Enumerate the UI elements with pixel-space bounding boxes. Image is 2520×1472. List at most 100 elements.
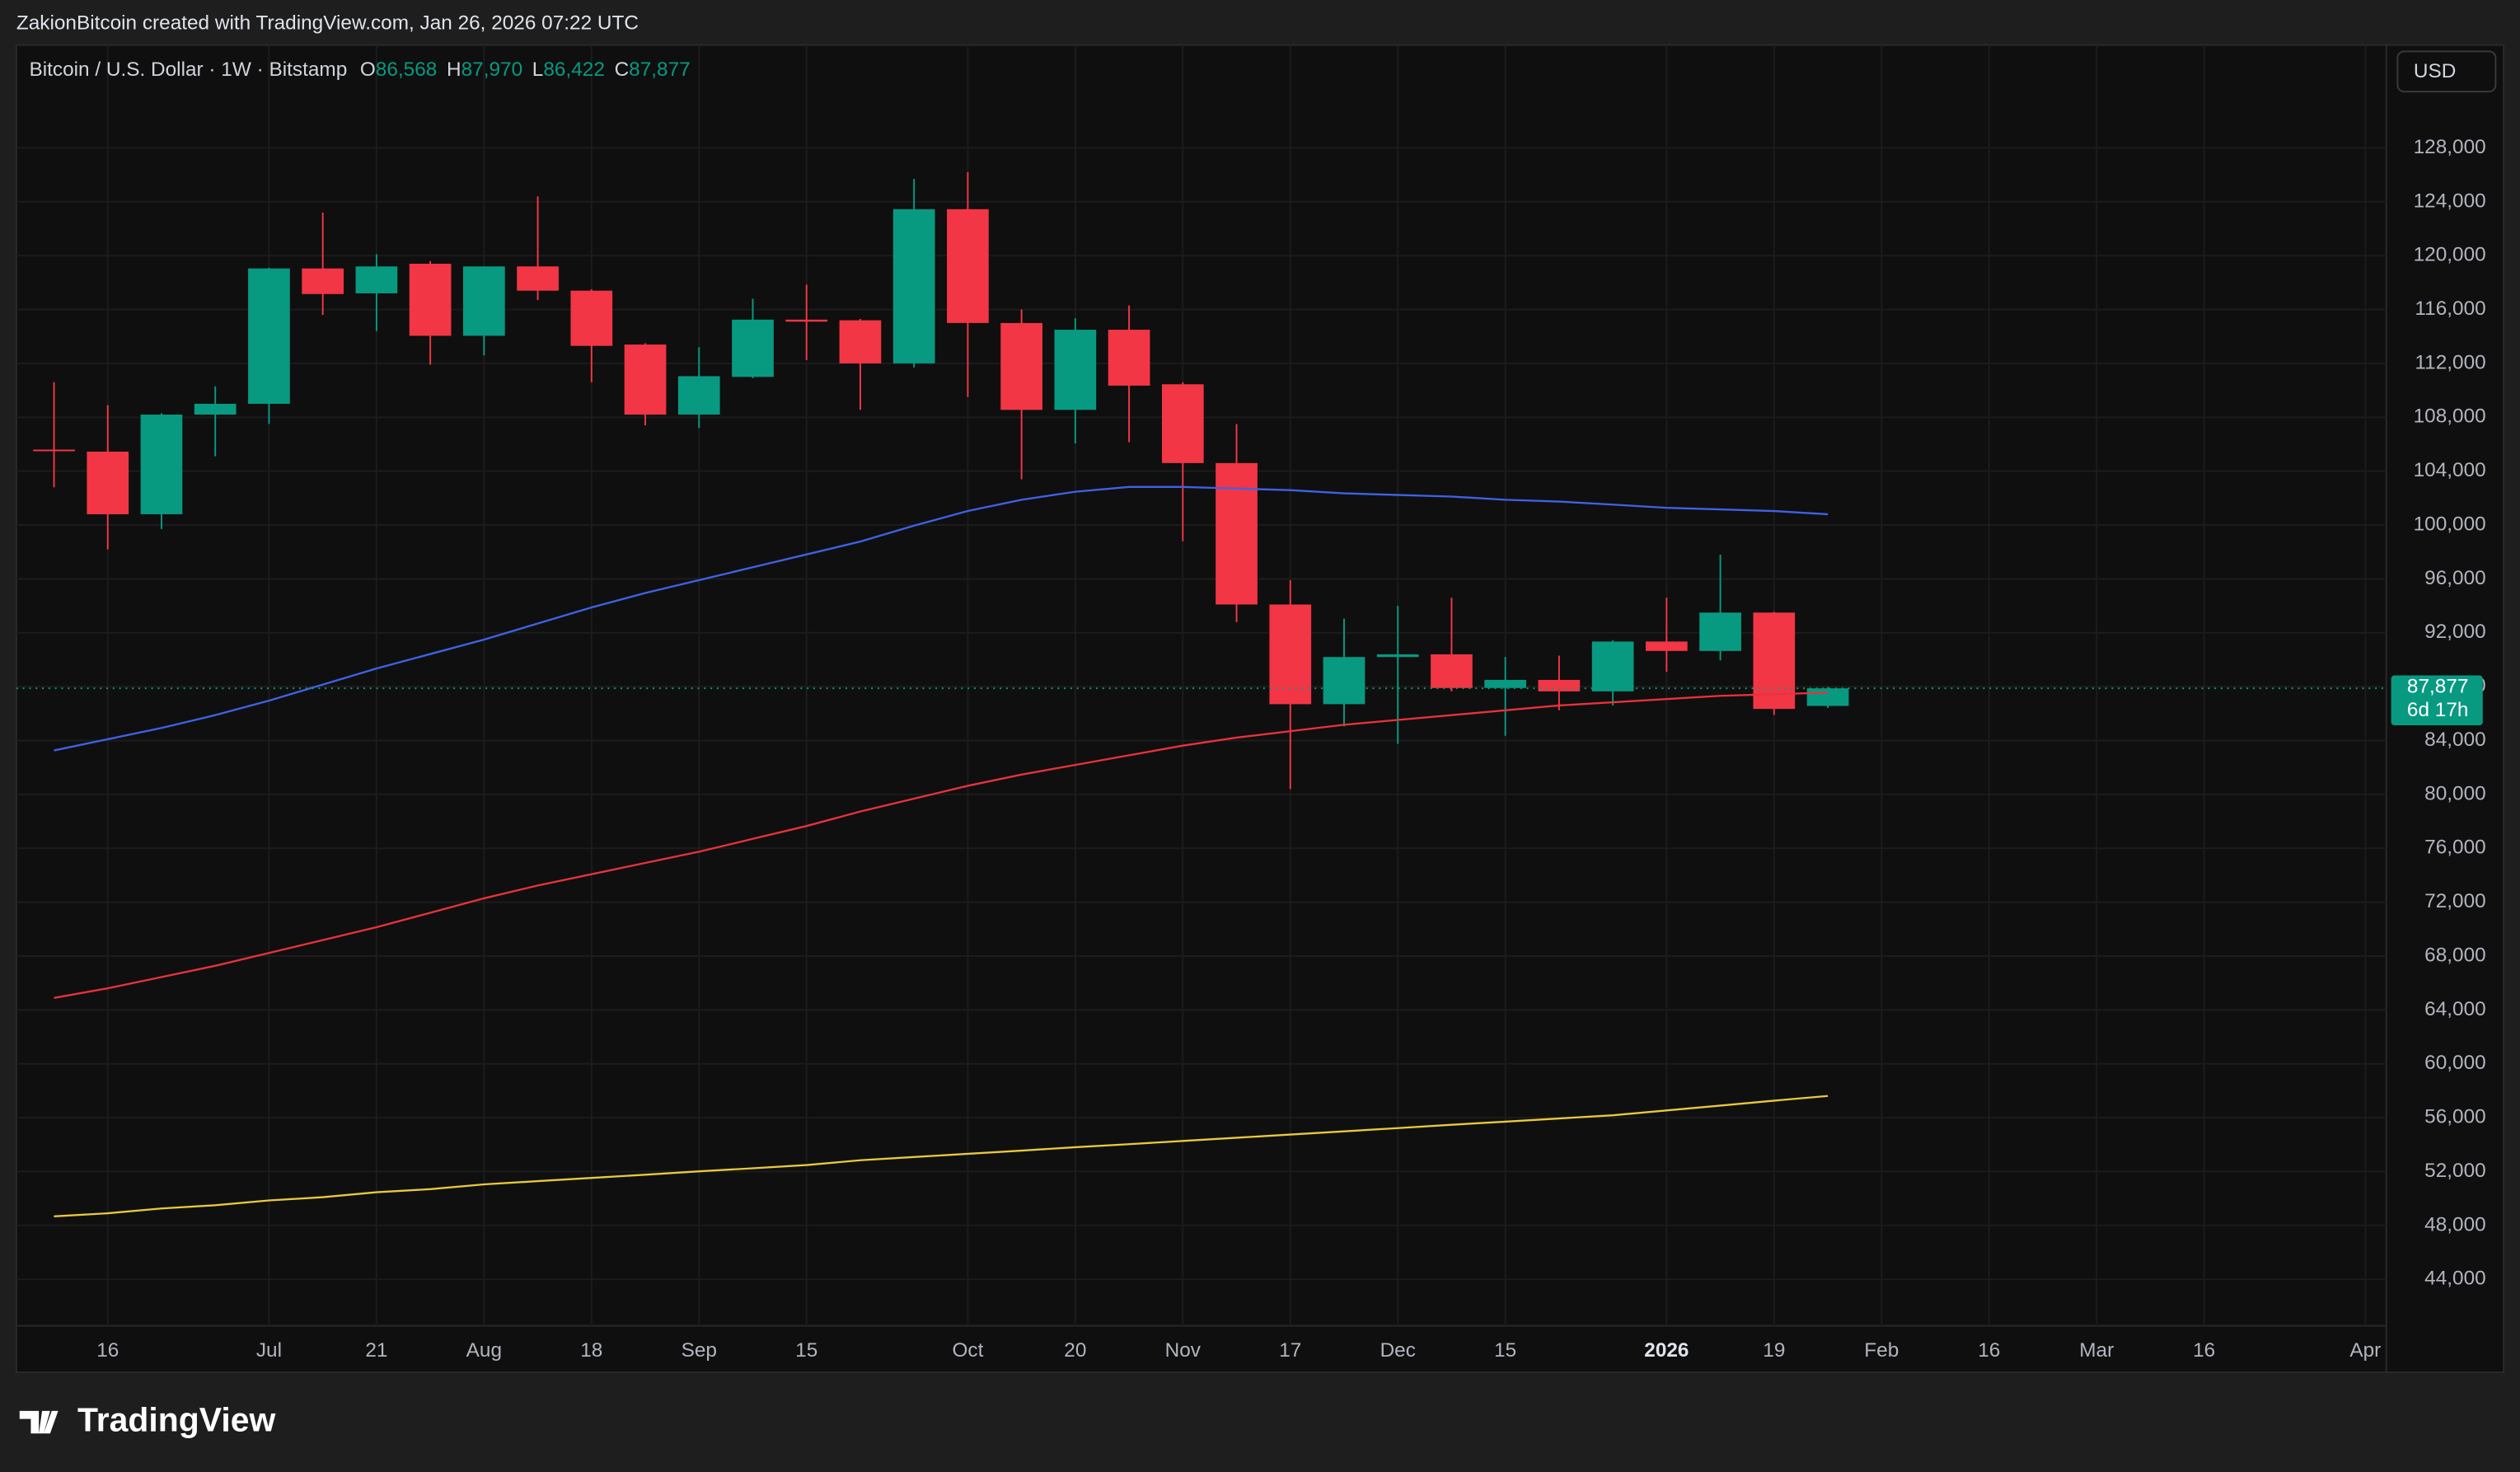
y-tick-label: 52,000 — [2424, 1160, 2486, 1182]
x-tick-label: Sep — [682, 1339, 717, 1362]
candle-body — [517, 266, 559, 291]
x-tick-label: 16 — [96, 1339, 119, 1362]
x-tick-label: Mar — [2079, 1339, 2114, 1362]
y-tick-label: 96,000 — [2424, 567, 2486, 589]
x-tick-label: 19 — [1763, 1339, 1785, 1362]
brand-name: TradingView — [77, 1400, 276, 1438]
countdown: 6d 17h — [2407, 699, 2469, 721]
y-tick-label: 76,000 — [2424, 837, 2486, 859]
candle-body — [1538, 679, 1581, 691]
x-tick-label: 20 — [1064, 1339, 1086, 1362]
grid: 44,000 48,000 52,000 56,000 60,000 64,000 68,0… — [16, 45, 2486, 1362]
ohlc-value: 87,970 — [461, 59, 523, 81]
ohlc-key: O — [360, 59, 376, 81]
x-tick-label: Feb — [1864, 1339, 1899, 1362]
moving-average-line — [54, 485, 1829, 752]
y-tick-label: 124,000 — [2414, 190, 2486, 212]
y-tick-label: 104,000 — [2414, 459, 2486, 481]
candle-body — [785, 319, 828, 322]
candle-body — [1269, 604, 1312, 705]
ohlc-key: H — [447, 59, 461, 81]
y-tick-label: 116,000 — [2415, 298, 2485, 320]
moving-average-line — [54, 691, 1829, 999]
candle-body — [463, 266, 505, 336]
credit: ZakionBitcoin created with TradingView.c… — [16, 12, 639, 35]
candle-body — [87, 451, 129, 514]
candle-body — [1054, 330, 1097, 410]
candle-body — [1484, 679, 1527, 688]
y-tick-label: 80,000 — [2424, 782, 2486, 804]
candle-body — [355, 266, 398, 293]
candle-body — [1591, 641, 1634, 691]
x-tick-label: 2026 — [1644, 1339, 1689, 1362]
y-tick-label: 112,000 — [2415, 351, 2485, 373]
y-tick-label: 100,000 — [2414, 513, 2486, 535]
ohlc-value: 86,422 — [543, 59, 605, 81]
candle-body — [570, 290, 613, 346]
candle-body — [1323, 657, 1365, 705]
ohlc-key: L — [532, 59, 544, 81]
x-tick-label: 15 — [795, 1339, 817, 1362]
y-tick-label: 44,000 — [2424, 1268, 2486, 1290]
y-tick-label: 128,000 — [2414, 136, 2486, 158]
candle-body — [947, 209, 989, 323]
candle-body — [302, 268, 344, 294]
y-tick-label: 48,000 — [2424, 1213, 2486, 1235]
candle-body — [1646, 641, 1688, 651]
candle-body — [1699, 612, 1741, 651]
candle-body — [1108, 330, 1150, 386]
candle-body — [1806, 688, 1849, 706]
y-tick-label: 64,000 — [2424, 998, 2486, 1020]
x-tick-label: Apr — [2349, 1339, 2381, 1362]
candle-body — [1216, 462, 1258, 605]
logo-icon — [19, 1410, 59, 1434]
x-tick-label: 15 — [1494, 1339, 1516, 1362]
x-tick-label: 16 — [1978, 1339, 2000, 1362]
candle-body — [839, 320, 882, 363]
ohlc-legend: Bitcoin / U.S. Dollar · 1W · Bitstamp O86… — [29, 59, 690, 81]
candle-body — [677, 376, 720, 415]
x-tick-label: Nov — [1165, 1339, 1201, 1362]
candle-body — [1161, 384, 1204, 463]
y-tick-label: 60,000 — [2424, 1052, 2486, 1074]
candle-body — [33, 449, 75, 452]
y-tick-label: 56,000 — [2424, 1106, 2486, 1128]
x-tick-label: Dec — [1380, 1339, 1416, 1362]
ohlc-value: 86,568 — [376, 59, 438, 81]
brand-logo: TradingView — [19, 1400, 276, 1438]
x-tick-label: 17 — [1279, 1339, 1301, 1362]
y-tick-label: 84,000 — [2424, 729, 2486, 751]
candle-body — [1376, 654, 1419, 658]
x-tick-label: Jul — [256, 1339, 282, 1362]
y-tick-label: 92,000 — [2424, 621, 2486, 643]
y-tick-label: 120,000 — [2414, 244, 2486, 266]
y-tick-label: 68,000 — [2424, 944, 2486, 966]
candle-body — [624, 345, 667, 415]
x-tick-label: 16 — [2193, 1339, 2215, 1362]
x-tick-label: Aug — [466, 1339, 502, 1362]
candle-body — [1431, 654, 1473, 688]
last-price-tag — [2391, 675, 2483, 725]
candle-body — [194, 403, 237, 415]
symbol-title: Bitcoin / U.S. Dollar · 1W · Bitstamp — [29, 59, 347, 81]
x-tick-label: Oct — [952, 1339, 983, 1362]
last-price-label: 87,877 — [2407, 676, 2469, 698]
currency-button[interactable] — [2396, 50, 2497, 93]
candle-body — [892, 209, 935, 363]
y-tick-label: 72,000 — [2424, 890, 2486, 912]
ohlc-key: C — [615, 59, 630, 81]
candle-body — [732, 319, 774, 377]
x-tick-label: 21 — [365, 1339, 387, 1362]
y-tick-label: 108,000 — [2414, 406, 2486, 428]
moving-average-line — [54, 1095, 1829, 1217]
candle-body — [409, 263, 452, 336]
ohlc-value: 87,877 — [629, 59, 691, 81]
currency-label: USD — [2414, 60, 2456, 82]
x-tick-label: 18 — [580, 1339, 602, 1362]
candle-body — [248, 268, 290, 404]
candle-body — [1753, 612, 1796, 710]
